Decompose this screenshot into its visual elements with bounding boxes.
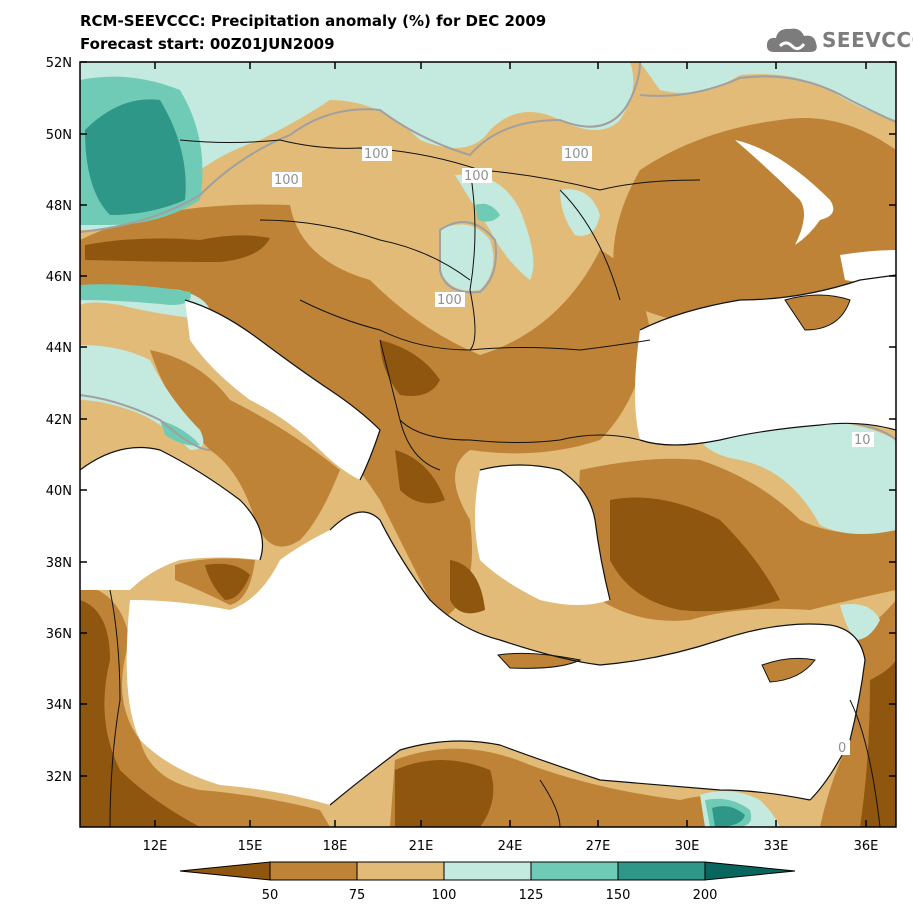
colorbar-label: 150 — [606, 888, 631, 903]
anomaly-core-africa-west — [80, 600, 200, 827]
lat-label: 32N — [46, 770, 72, 785]
seevccc-logo: SEEVCCC — [766, 22, 913, 58]
wet-zone-italy-strong — [160, 420, 200, 446]
colorbar-segment — [617, 861, 706, 881]
colorbar-label: 125 — [519, 888, 544, 903]
anomaly-core-sicily — [205, 563, 250, 600]
lon-label: 24E — [498, 839, 523, 854]
lat-label: 48N — [46, 199, 72, 214]
lat-label: 42N — [46, 413, 72, 428]
anomaly-core-turkey — [610, 497, 780, 612]
map-field — [80, 62, 896, 827]
lat-label: 40N — [46, 484, 72, 499]
colorbar-label: 200 — [693, 888, 718, 903]
colorbar-segment — [530, 861, 619, 881]
wet-zone-hungary — [440, 224, 494, 291]
islands — [496, 294, 851, 683]
lat-label: 50N — [46, 128, 72, 143]
crimea — [784, 294, 851, 331]
map-title: RCM-SEEVCCC: Precipitation anomaly (%) f… — [80, 12, 547, 30]
anomaly-core-alps — [85, 235, 270, 262]
lon-label: 27E — [586, 839, 611, 854]
contour-label: 100 — [564, 147, 589, 162]
anomaly-core-levant — [860, 660, 896, 827]
wet-zone-black-sea-south — [700, 420, 896, 534]
contour-label: 100 — [437, 293, 462, 308]
colorbar-label: 50 — [262, 888, 279, 903]
colorbar-segment — [179, 861, 271, 881]
lon-label: 36E — [854, 839, 879, 854]
colorbar: 50 75 100 125 150 200 — [179, 861, 796, 903]
map-frame — [79, 61, 897, 828]
forecast-start-label: Forecast start: 00Z01JUN2009 — [80, 35, 335, 53]
wet-zone-tyrrhenian — [80, 345, 204, 450]
colorbar-segment — [269, 861, 358, 881]
ionian-mediterranean — [126, 512, 865, 805]
lat-label: 36N — [46, 627, 72, 642]
anomaly-core-greece — [395, 450, 445, 504]
tyrrhenian-sea — [80, 447, 263, 590]
anomaly-core-balkans — [380, 340, 440, 396]
cloud-icon — [766, 28, 817, 52]
colorbar-label: 100 — [432, 888, 457, 903]
lat-label: 34N — [46, 698, 72, 713]
anomaly-zone-balkans — [80, 204, 650, 620]
lat-label: 46N — [46, 270, 72, 285]
lat-label: 38N — [46, 556, 72, 571]
lat-label: 52N — [46, 56, 72, 71]
colorbar-label: 75 — [349, 888, 366, 903]
longitude-axis: 12E 15E 18E 21E 24E 27E 30E 33E 36E — [143, 62, 879, 854]
aegean-sea — [475, 465, 610, 605]
country-borders — [109, 139, 881, 827]
contour-label: 100 — [364, 147, 389, 162]
anomaly-zone-ukraine — [613, 118, 896, 330]
wet-zone-alps-extreme — [85, 99, 186, 215]
adriatic-sea — [185, 300, 380, 480]
logo-text: SEEVCCC — [822, 28, 913, 52]
contour-labels: 100 100 100 100 100 10 0 — [272, 146, 874, 756]
colorbar-segment — [704, 861, 796, 881]
sea-areas — [80, 250, 896, 805]
wet-zone-north — [80, 62, 634, 230]
lon-label: 30E — [675, 839, 700, 854]
anomaly-core-libya — [395, 760, 494, 827]
cyprus — [761, 657, 816, 683]
anomaly-zone-north-africa — [80, 585, 330, 827]
wet-zone-levant-coast — [840, 604, 880, 640]
contour-label: 0 — [838, 741, 846, 756]
colorbar-segment — [443, 861, 532, 881]
colorbar-segment — [356, 861, 445, 881]
lon-label: 18E — [323, 839, 348, 854]
wet-zone-northeast — [640, 62, 896, 120]
wet-zone-nile-extreme — [712, 806, 745, 827]
contour-label: 100 — [464, 169, 489, 184]
coastlines — [80, 274, 896, 806]
wet-zone-poland-strong — [475, 203, 500, 222]
anomaly-core-peloponnese — [450, 560, 485, 614]
lon-label: 15E — [238, 839, 263, 854]
contour-label: 100 — [274, 173, 299, 188]
azov-sea — [840, 250, 896, 283]
latitude-axis: 52N 50N 48N 46N 44N 42N 40N 38N 36N 34N 32N — [46, 56, 896, 785]
undefined-streak — [735, 140, 834, 245]
lon-label: 33E — [764, 839, 789, 854]
contour-label: 10 — [854, 433, 871, 448]
wet-zone-adriatic-strong — [80, 284, 191, 305]
lon-label: 21E — [409, 839, 434, 854]
wet-zone-carpathians — [455, 174, 534, 280]
lon-label: 12E — [143, 839, 168, 854]
lat-label: 44N — [46, 341, 72, 356]
anomaly-zone-italy — [150, 350, 340, 547]
